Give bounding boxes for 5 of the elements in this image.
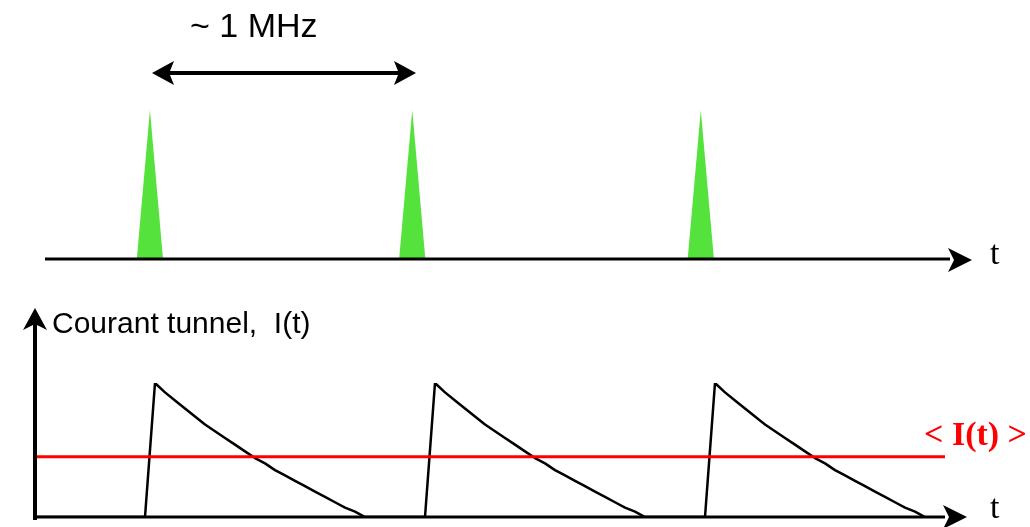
x-axis-title: t	[990, 234, 1000, 272]
ref-line-label: < I(t) >	[924, 414, 1027, 453]
text: ~ 1 MHz	[190, 6, 318, 45]
y-axis-title: Courant tunnel, I(t)	[52, 306, 311, 340]
x-axis-title: t	[990, 488, 1000, 526]
